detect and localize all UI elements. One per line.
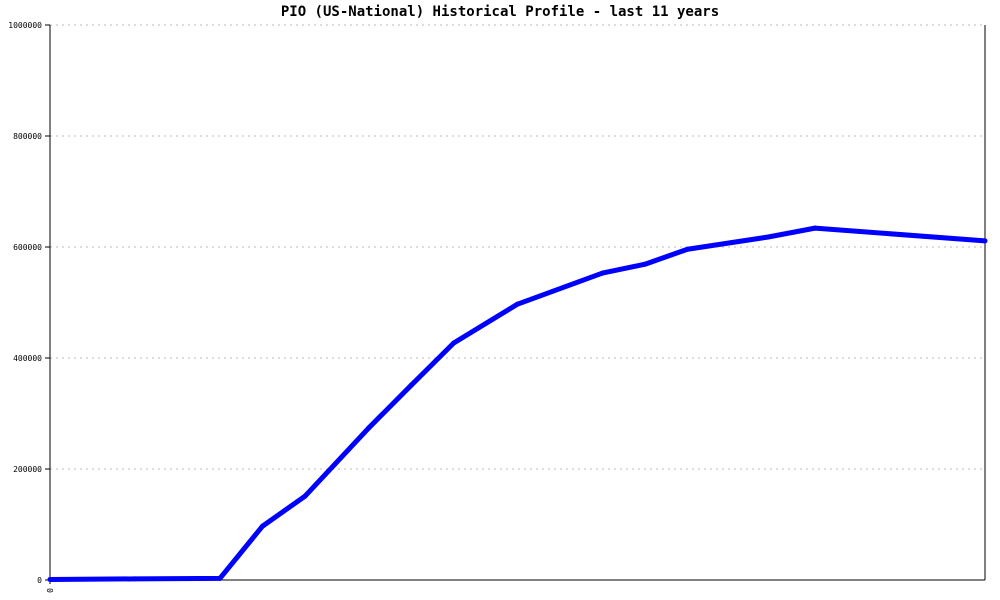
data-point [132, 576, 138, 582]
x-tick-label: 0 [46, 588, 55, 593]
y-tick-label: 0 [37, 576, 42, 585]
y-tick-label: 400000 [13, 354, 42, 363]
data-point [642, 261, 648, 267]
data-point [260, 523, 265, 529]
data-point [515, 301, 520, 307]
data-point [812, 225, 818, 231]
data-point [982, 238, 988, 244]
y-tick-label: 800000 [13, 132, 42, 141]
data-point [451, 340, 457, 346]
y-tick-label: 1000000 [8, 21, 42, 30]
data-point [685, 246, 690, 252]
series-line [49, 225, 986, 582]
data-point [302, 493, 308, 499]
data-point [366, 425, 372, 431]
chart-title: PIO (US-National) Historical Profile - l… [280, 4, 720, 20]
y-tick-label: 200000 [13, 465, 42, 474]
data-point [600, 270, 605, 276]
data-point [765, 234, 771, 240]
y-tick-label: 600000 [13, 243, 42, 252]
data-point [408, 382, 414, 388]
data-point [217, 575, 223, 581]
data-point [47, 576, 53, 582]
